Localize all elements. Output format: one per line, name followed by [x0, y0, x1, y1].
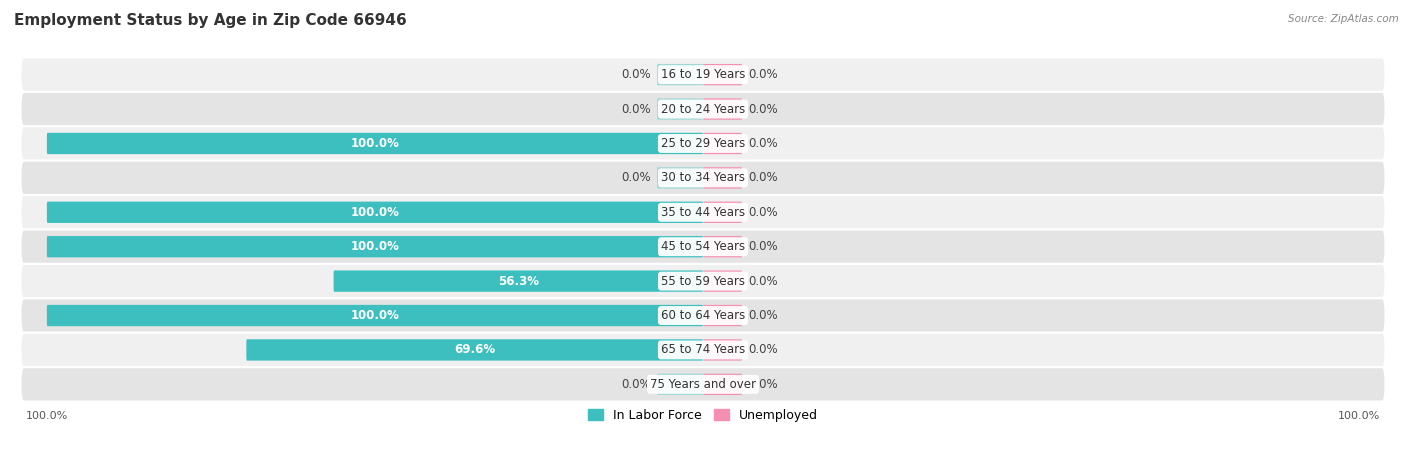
Text: 75 Years and over: 75 Years and over	[650, 378, 756, 391]
FancyBboxPatch shape	[21, 230, 1385, 264]
FancyBboxPatch shape	[21, 298, 1385, 333]
Text: 0.0%: 0.0%	[748, 378, 779, 391]
Text: 100.0%: 100.0%	[350, 240, 399, 253]
FancyBboxPatch shape	[703, 99, 742, 120]
FancyBboxPatch shape	[657, 374, 703, 395]
Text: 25 to 29 Years: 25 to 29 Years	[661, 137, 745, 150]
FancyBboxPatch shape	[657, 99, 703, 120]
Text: 0.0%: 0.0%	[748, 103, 779, 116]
FancyBboxPatch shape	[657, 167, 703, 189]
FancyBboxPatch shape	[46, 305, 703, 326]
Text: 45 to 54 Years: 45 to 54 Years	[661, 240, 745, 253]
FancyBboxPatch shape	[21, 161, 1385, 195]
Text: 69.6%: 69.6%	[454, 343, 495, 356]
Text: 55 to 59 Years: 55 to 59 Years	[661, 274, 745, 288]
Text: 0.0%: 0.0%	[621, 171, 651, 184]
FancyBboxPatch shape	[46, 133, 703, 154]
FancyBboxPatch shape	[21, 264, 1385, 298]
Text: Employment Status by Age in Zip Code 66946: Employment Status by Age in Zip Code 669…	[14, 14, 406, 28]
Text: 0.0%: 0.0%	[748, 68, 779, 81]
FancyBboxPatch shape	[703, 167, 742, 189]
Text: Source: ZipAtlas.com: Source: ZipAtlas.com	[1288, 14, 1399, 23]
FancyBboxPatch shape	[21, 58, 1385, 92]
FancyBboxPatch shape	[703, 270, 742, 292]
Text: 35 to 44 Years: 35 to 44 Years	[661, 206, 745, 219]
FancyBboxPatch shape	[246, 339, 703, 360]
Text: 30 to 34 Years: 30 to 34 Years	[661, 171, 745, 184]
Text: 100.0%: 100.0%	[350, 309, 399, 322]
Text: 0.0%: 0.0%	[621, 378, 651, 391]
Text: 0.0%: 0.0%	[621, 68, 651, 81]
FancyBboxPatch shape	[21, 126, 1385, 161]
Text: 0.0%: 0.0%	[748, 309, 779, 322]
Legend: In Labor Force, Unemployed: In Labor Force, Unemployed	[583, 404, 823, 427]
Text: 100.0%: 100.0%	[350, 137, 399, 150]
FancyBboxPatch shape	[21, 92, 1385, 126]
FancyBboxPatch shape	[703, 133, 742, 154]
Text: 16 to 19 Years: 16 to 19 Years	[661, 68, 745, 81]
Text: 0.0%: 0.0%	[748, 240, 779, 253]
FancyBboxPatch shape	[703, 305, 742, 326]
FancyBboxPatch shape	[703, 339, 742, 360]
Text: 65 to 74 Years: 65 to 74 Years	[661, 343, 745, 356]
FancyBboxPatch shape	[333, 270, 703, 292]
Text: 100.0%: 100.0%	[350, 206, 399, 219]
FancyBboxPatch shape	[46, 236, 703, 257]
Text: 56.3%: 56.3%	[498, 274, 538, 288]
FancyBboxPatch shape	[703, 202, 742, 223]
FancyBboxPatch shape	[657, 64, 703, 86]
Text: 0.0%: 0.0%	[748, 343, 779, 356]
FancyBboxPatch shape	[21, 195, 1385, 230]
FancyBboxPatch shape	[46, 202, 703, 223]
Text: 0.0%: 0.0%	[748, 206, 779, 219]
FancyBboxPatch shape	[21, 367, 1385, 401]
Text: 0.0%: 0.0%	[748, 137, 779, 150]
Text: 20 to 24 Years: 20 to 24 Years	[661, 103, 745, 116]
Text: 60 to 64 Years: 60 to 64 Years	[661, 309, 745, 322]
FancyBboxPatch shape	[703, 374, 742, 395]
FancyBboxPatch shape	[703, 64, 742, 86]
Text: 0.0%: 0.0%	[621, 103, 651, 116]
Text: 0.0%: 0.0%	[748, 171, 779, 184]
FancyBboxPatch shape	[21, 333, 1385, 367]
FancyBboxPatch shape	[703, 236, 742, 257]
Text: 0.0%: 0.0%	[748, 274, 779, 288]
